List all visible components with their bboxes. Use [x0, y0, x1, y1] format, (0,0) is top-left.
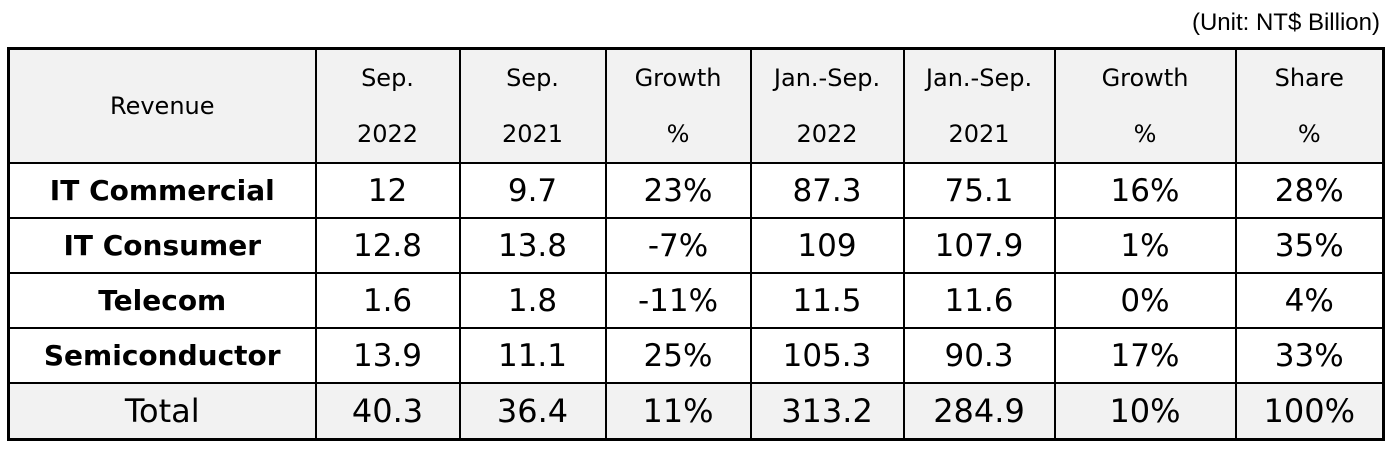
- table-cell: 1.6: [314, 272, 461, 329]
- table-cell: 11.6: [902, 272, 1056, 329]
- table-cell: 0%: [1053, 272, 1237, 329]
- column-header: Share%: [1234, 47, 1385, 164]
- table-cell: 1.8: [458, 272, 607, 329]
- unit-label: (Unit: NT$ Billion): [1191, 9, 1380, 36]
- table-cell: 109: [749, 217, 905, 274]
- table-cell: -11%: [604, 272, 752, 329]
- column-header-line1: Growth: [1101, 64, 1189, 92]
- table-cell: 11.5: [749, 272, 905, 329]
- table-cell: 16%: [1053, 162, 1237, 219]
- table-cell: 10%: [1053, 382, 1237, 441]
- table-cell: 90.3: [902, 327, 1056, 384]
- table-cell: 4%: [1234, 272, 1385, 329]
- table-cell: 11%: [604, 382, 752, 441]
- row-label: IT Commercial: [7, 162, 317, 219]
- table-cell: 100%: [1234, 382, 1385, 441]
- table-cell: 107.9: [902, 217, 1056, 274]
- table-body: IT Commercial 12 9.7 23% 87.3 75.1 16% 28% IT Co…: [7, 162, 1385, 441]
- table-row: Telecom 1.6 1.8 -11% 11.5 11.6 0% 4%: [7, 272, 1385, 329]
- row-label: IT Consumer: [7, 217, 317, 274]
- table-row: Semiconductor 13.9 11.1 25% 105.3 90.3 17% 33%: [7, 327, 1385, 384]
- header-row: Revenue Sep. 2022 Sep. 2021 Growth% Jan.-Sep. 2…: [7, 47, 1385, 164]
- column-header: Sep. 2022: [314, 47, 461, 164]
- column-header: Revenue: [7, 47, 317, 164]
- table-cell: 36.4: [458, 382, 607, 441]
- column-header-line2: %: [666, 120, 690, 148]
- table-cell: -7%: [604, 217, 752, 274]
- row-label: Telecom: [7, 272, 317, 329]
- row-label: Semiconductor: [7, 327, 317, 384]
- total-row: Total 40.3 36.4 11% 313.2 284.9 10% 100%: [7, 382, 1385, 441]
- column-header-line2: 2022: [356, 120, 419, 148]
- table-cell: 28%: [1234, 162, 1385, 219]
- table-cell: 313.2: [749, 382, 905, 441]
- table-cell: 12.8: [314, 217, 461, 274]
- table-cell: 9.7: [458, 162, 607, 219]
- table-row: IT Consumer 12.8 13.8 -7% 109 107.9 1% 35%: [7, 217, 1385, 274]
- column-header: Growth%: [604, 47, 752, 164]
- column-header-line1: Revenue: [109, 92, 215, 120]
- table-cell: 105.3: [749, 327, 905, 384]
- column-header: Jan.-Sep. 2022: [749, 47, 905, 164]
- column-header-line2: 2021: [948, 120, 1010, 148]
- column-header-line2: 2021: [501, 120, 564, 148]
- table-cell: 23%: [604, 162, 752, 219]
- table-cell: 25%: [604, 327, 752, 384]
- table-cell: 12: [314, 162, 461, 219]
- column-header-line1: Growth: [634, 64, 722, 92]
- column-header-line1: Sep.: [361, 64, 414, 92]
- table-cell: 13.9: [314, 327, 461, 384]
- table-cell: 13.8: [458, 217, 607, 274]
- column-header-line2: %: [1297, 120, 1321, 148]
- table-row: IT Commercial 12 9.7 23% 87.3 75.1 16% 28%: [7, 162, 1385, 219]
- column-header-line2: 2022: [796, 120, 858, 148]
- column-header-line1: Sep.: [506, 64, 559, 92]
- column-header: Jan.-Sep. 2021: [902, 47, 1056, 164]
- table-cell: 40.3: [314, 382, 461, 441]
- table-cell: 75.1: [902, 162, 1056, 219]
- table-cell: 17%: [1053, 327, 1237, 384]
- table-cell: 87.3: [749, 162, 905, 219]
- row-label: Total: [7, 382, 317, 441]
- column-header-line1: Jan.-Sep.: [925, 64, 1033, 92]
- revenue-table: Revenue Sep. 2022 Sep. 2021 Growth% Jan.-Sep. 2…: [7, 47, 1385, 441]
- column-header-line2: %: [1133, 120, 1157, 148]
- table-cell: 33%: [1234, 327, 1385, 384]
- column-header-line1: Jan.-Sep.: [773, 64, 881, 92]
- column-header: Growth%: [1053, 47, 1237, 164]
- column-header-line1: Share: [1274, 64, 1344, 92]
- column-header: Sep. 2021: [458, 47, 607, 164]
- table-cell: 1%: [1053, 217, 1237, 274]
- table-cell: 11.1: [458, 327, 607, 384]
- table-cell: 284.9: [902, 382, 1056, 441]
- table-cell: 35%: [1234, 217, 1385, 274]
